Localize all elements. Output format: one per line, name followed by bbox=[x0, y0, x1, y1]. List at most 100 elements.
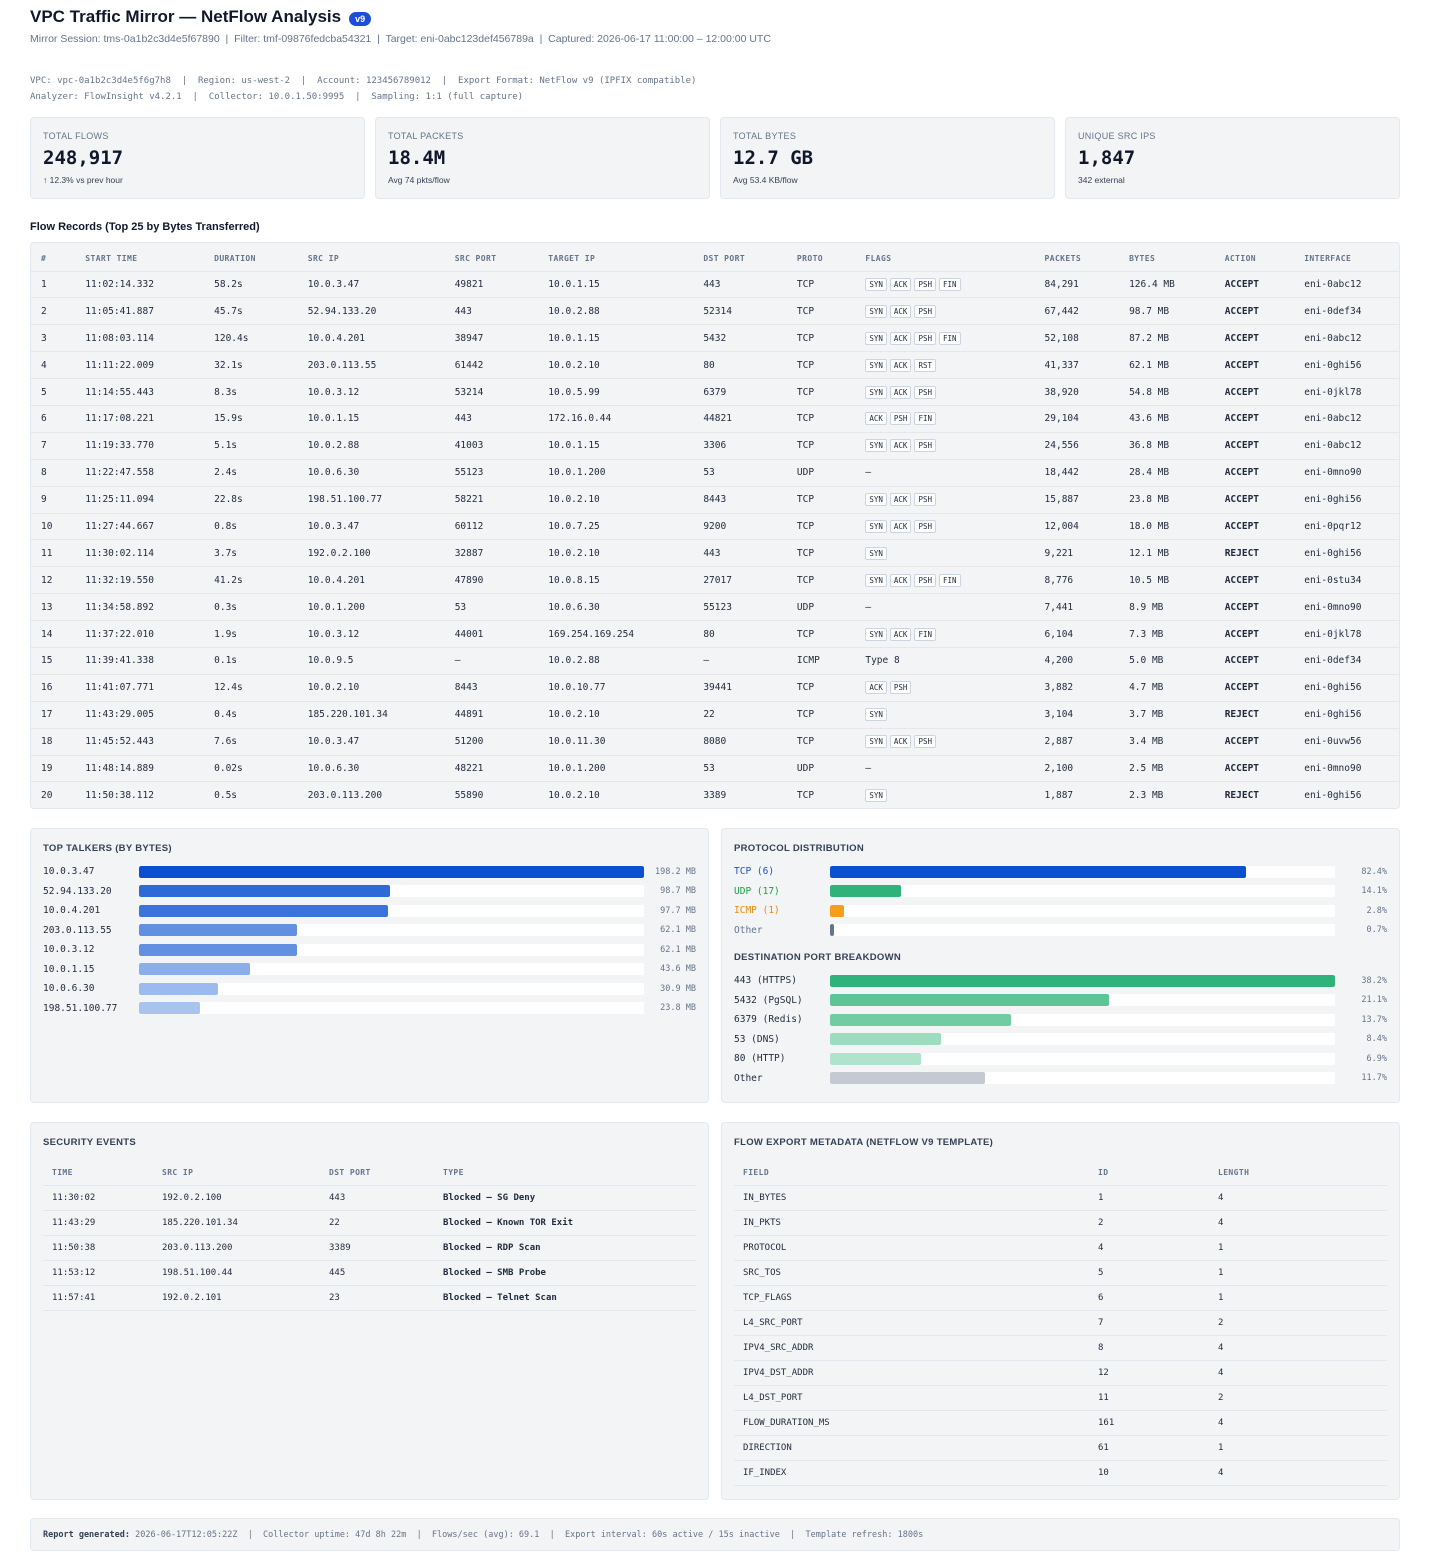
bar-row: 203.0.113.55 62.1 MB bbox=[43, 921, 696, 941]
src-port-cell: 58221 bbox=[444, 486, 539, 514]
duration-cell: 3.7s bbox=[204, 539, 298, 568]
bar-fill bbox=[830, 1033, 942, 1046]
duration-cell: 120.4s bbox=[204, 324, 298, 353]
duration-cell: 8.3s bbox=[204, 378, 298, 406]
flags-cell: Type 8 bbox=[855, 647, 1035, 675]
target-ip-cell: 10.0.2.10 bbox=[538, 539, 694, 568]
dst-port-cell: 6379 bbox=[693, 378, 787, 406]
target-ip-cell: 10.0.1.200 bbox=[538, 755, 694, 783]
start-time-cell: 11:27:44.667 bbox=[75, 513, 205, 541]
port-cell: 22 bbox=[320, 1210, 434, 1236]
type-cell: Blocked — SMB Probe bbox=[434, 1260, 696, 1286]
interface-cell: eni-0def34 bbox=[1294, 647, 1399, 675]
target-ip-cell: 10.0.7.25 bbox=[538, 513, 694, 541]
table-row: 15 11:39:41.338 0.1s 10.0.9.5—10.0.2.88— ICM… bbox=[31, 647, 1399, 675]
bar-value: 82.4% bbox=[1361, 866, 1387, 877]
flags-cell: SYN ACK PSH FIN bbox=[855, 271, 1035, 299]
bytes-cell: 43.6 MB bbox=[1119, 405, 1215, 433]
bar-row: 53 (DNS) 8.4% bbox=[734, 1030, 1387, 1050]
bar-row: 10.0.3.47 198.2 MB bbox=[43, 862, 696, 882]
table-row: 8 11:22:47.558 2.4s 10.0.6.30 55123 10.0.1.20… bbox=[31, 459, 1399, 487]
len-cell: 4 bbox=[1209, 1335, 1387, 1361]
protocol-cell: TCP bbox=[786, 620, 856, 648]
src-ip-cell: 10.0.4.201 bbox=[297, 566, 445, 595]
target-ip-cell: 10.0.1.15 bbox=[538, 271, 694, 299]
action-cell: ACCEPT bbox=[1214, 728, 1295, 756]
bar-label: 53 (DNS) bbox=[734, 1033, 780, 1045]
flag-chip: PSH bbox=[914, 735, 936, 749]
src-ip-cell: 10.0.1.15 bbox=[297, 405, 445, 433]
bar-row: ICMP (1) 2.8% bbox=[734, 901, 1387, 921]
bytes-cell: 7.3 MB bbox=[1119, 620, 1215, 648]
len-cell: 4 bbox=[1209, 1410, 1387, 1436]
bar-value: 62.1 MB bbox=[660, 925, 696, 936]
start-time-cell: 11:11:22.009 bbox=[75, 351, 205, 380]
bar-label: 203.0.113.55 bbox=[43, 924, 112, 936]
bytes-cell: 62.1 MB bbox=[1119, 351, 1215, 380]
id-cell: 7 bbox=[1089, 1310, 1209, 1336]
template-metadata-table: FIELD ID LENGTH IN_BYTES 1 4 IN_PKTS 2 4 PROTOCO… bbox=[734, 1161, 1387, 1486]
bar-track bbox=[139, 904, 644, 917]
interface-cell: eni-0ghi56 bbox=[1294, 701, 1399, 729]
bar-fill bbox=[830, 1072, 985, 1085]
interface-cell: eni-0abc12 bbox=[1294, 271, 1399, 299]
dst-port-cell: 9200 bbox=[693, 513, 787, 541]
flags-cell: — bbox=[855, 593, 1035, 622]
bar-fill bbox=[830, 974, 1335, 987]
src-ip-cell: 10.0.9.5 bbox=[297, 647, 445, 675]
len-cell: 4 bbox=[1209, 1210, 1387, 1236]
protocol-cell: TCP bbox=[786, 513, 856, 541]
protocol-cell: TCP bbox=[786, 432, 856, 460]
dst-port-cell: 8080 bbox=[693, 728, 787, 756]
src-ip-cell: 10.0.3.47 bbox=[297, 271, 445, 299]
table-row: DIRECTION 61 1 bbox=[734, 1435, 1387, 1461]
src-port-cell: 44891 bbox=[444, 701, 539, 729]
row-number-cell: 2 bbox=[31, 297, 76, 326]
column-header: LENGTH bbox=[1209, 1161, 1387, 1186]
interface-cell: eni-0def34 bbox=[1294, 297, 1399, 326]
bar-track bbox=[830, 1052, 1335, 1065]
action-cell: ACCEPT bbox=[1214, 378, 1295, 406]
action-cell: ACCEPT bbox=[1214, 271, 1295, 299]
card-value: 248,917 bbox=[43, 147, 124, 169]
protocol-cell: TCP bbox=[786, 405, 856, 433]
target-ip-cell: 169.254.169.254 bbox=[538, 620, 694, 648]
dst-port-cell: 443 bbox=[693, 539, 787, 568]
table-row: IF_INDEX 10 4 bbox=[734, 1460, 1387, 1486]
bytes-cell: 2.5 MB bbox=[1119, 755, 1215, 783]
interface-cell: eni-0ghi56 bbox=[1294, 486, 1399, 514]
bytes-cell: 23.8 MB bbox=[1119, 486, 1215, 514]
bytes-cell: 98.7 MB bbox=[1119, 297, 1215, 326]
field-cell: IN_PKTS bbox=[734, 1210, 1089, 1236]
flag-chip: PSH bbox=[914, 493, 936, 507]
interface-cell: eni-0pqr12 bbox=[1294, 513, 1399, 541]
packets-cell: 3,882 bbox=[1034, 674, 1120, 702]
table-row: 11:50:38 203.0.113.200 3389 Blocked — RDP S… bbox=[43, 1235, 696, 1261]
len-cell: 1 bbox=[1209, 1285, 1387, 1311]
row-number-cell: 11 bbox=[31, 539, 76, 568]
id-cell: 5 bbox=[1089, 1260, 1209, 1286]
card-sub: Avg 74 pkts/flow bbox=[388, 175, 450, 185]
bar-value: 21.1% bbox=[1361, 995, 1387, 1006]
bar-row: 443 (HTTPS) 38.2% bbox=[734, 971, 1387, 991]
packets-cell: 3,104 bbox=[1034, 701, 1120, 729]
security-events-table: TIME SRC IP DST PORT TYPE 11:30:02 192.0.2.1… bbox=[43, 1161, 696, 1311]
card-value: 12.7 GB bbox=[733, 147, 814, 169]
column-header: ACTION bbox=[1214, 247, 1295, 272]
table-row: SRC_TOS 5 1 bbox=[734, 1260, 1387, 1286]
column-header: FIELD bbox=[734, 1161, 1089, 1186]
bar-fill bbox=[830, 885, 902, 898]
duration-cell: 15.9s bbox=[204, 405, 298, 433]
bar-row: 10.0.4.201 97.7 MB bbox=[43, 901, 696, 921]
bar-fill bbox=[830, 904, 845, 917]
top-talkers-panel: TOP TALKERS (BY BYTES) 10.0.3.47 198.2 MB… bbox=[30, 828, 709, 1103]
column-header: PACKETS bbox=[1034, 247, 1120, 272]
duration-cell: 0.02s bbox=[204, 755, 298, 783]
target-ip-cell: 10.0.2.88 bbox=[538, 647, 694, 675]
bar-label: 443 (HTTPS) bbox=[734, 975, 797, 987]
src-port-cell: 47890 bbox=[444, 566, 539, 595]
packets-cell: 1,887 bbox=[1044, 790, 1074, 802]
flags-cell: SYN ACK PSH bbox=[855, 432, 1035, 460]
flag-chip: ACK bbox=[889, 493, 912, 507]
bar-track bbox=[139, 924, 644, 937]
